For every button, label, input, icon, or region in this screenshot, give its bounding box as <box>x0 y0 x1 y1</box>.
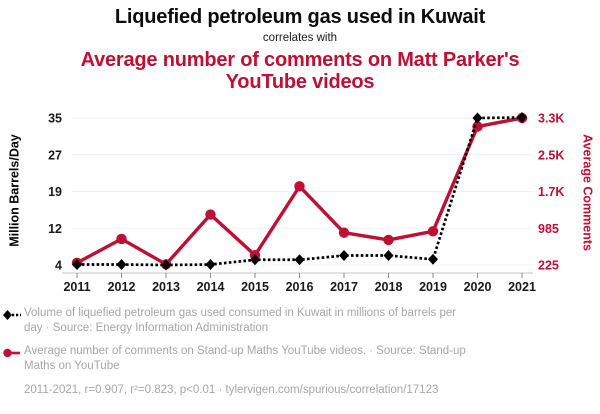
svg-text:2011: 2011 <box>63 280 90 294</box>
chart-footer: Volume of liquefied petroleum gas used c… <box>3 306 597 407</box>
svg-text:2018: 2018 <box>375 280 403 294</box>
svg-text:3.3K: 3.3K <box>538 112 564 126</box>
svg-text:2014: 2014 <box>197 280 225 294</box>
svg-text:2019: 2019 <box>419 280 447 294</box>
right-axis-title: Average Comments <box>580 134 595 251</box>
svg-text:4: 4 <box>55 259 62 273</box>
svg-text:2012: 2012 <box>108 280 136 294</box>
red-series-legend-text: Average number of comments on Stand-up M… <box>24 345 466 372</box>
svg-text:2017: 2017 <box>330 280 358 294</box>
solid-circle-series-icon <box>3 346 21 364</box>
svg-text:1.7K: 1.7K <box>538 185 564 199</box>
svg-text:35: 35 <box>48 112 62 126</box>
svg-text:225: 225 <box>538 259 559 273</box>
chart-header: Liquefied petroleum gas used in Kuwait c… <box>0 6 600 93</box>
svg-text:2021: 2021 <box>508 280 536 294</box>
dashed-diamond-series-icon <box>3 308 21 326</box>
svg-text:19: 19 <box>48 185 62 199</box>
stats-citation-row: 2011-2021, r=0.907, r²=0.823, p<0.01 · t… <box>3 383 597 398</box>
left-series-title: Liquefied petroleum gas used in Kuwait <box>114 6 486 28</box>
legend-item-black-series: Volume of liquefied petroleum gas used c… <box>3 306 597 335</box>
svg-text:12: 12 <box>48 222 62 236</box>
svg-text:2020: 2020 <box>464 280 492 294</box>
svg-text:2016: 2016 <box>286 280 314 294</box>
chart-plot: 2011 2012 2013 2014 2015 2016 2017 2018 2019 2020… <box>48 112 564 295</box>
black-series-legend-text: Volume of liquefied petroleum gas used c… <box>24 307 457 334</box>
legend-item-red-series: Average number of comments on Stand-up M… <box>3 344 597 373</box>
svg-text:985: 985 <box>538 222 559 236</box>
left-axis-title: Million Barrels/Day <box>7 134 22 247</box>
svg-text:27: 27 <box>48 148 62 162</box>
right-series-title: Average number of comments on Matt Parke… <box>80 49 520 93</box>
svg-text:2.5K: 2.5K <box>538 148 564 162</box>
stats-citation-text: 2011-2021, r=0.907, r²=0.823, p<0.01 · t… <box>24 384 439 396</box>
correlates-with-text: correlates with <box>262 32 338 44</box>
chart-area: 2011 2012 2013 2014 2015 2016 2017 2018 2019 2020… <box>0 102 600 302</box>
svg-text:2013: 2013 <box>152 280 180 294</box>
svg-text:2015: 2015 <box>241 280 269 294</box>
